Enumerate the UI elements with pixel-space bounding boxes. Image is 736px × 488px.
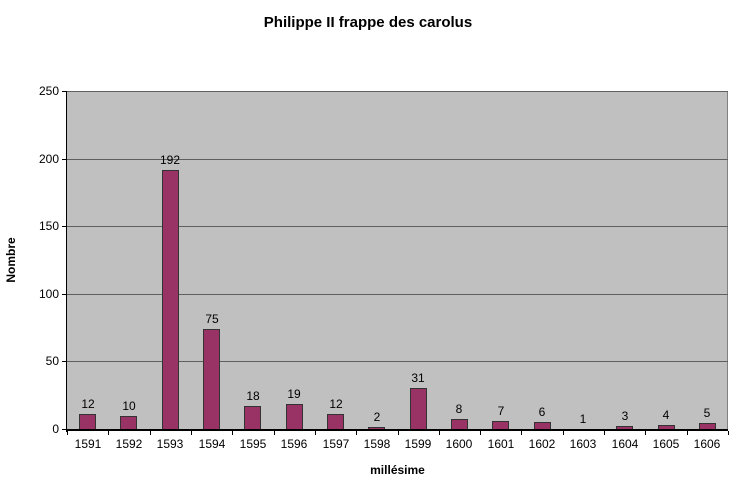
y-axis-tick <box>62 158 67 160</box>
bar-value-label: 18 <box>246 389 260 403</box>
x-tick-label: 1601 <box>487 437 515 451</box>
x-axis-tick <box>480 431 481 435</box>
bar-value-label: 19 <box>287 387 301 401</box>
x-tick-label: 1596 <box>280 437 308 451</box>
bar-1597 <box>327 414 344 430</box>
chart-title: Philippe II frappe des carolus <box>263 14 473 31</box>
bar-1596 <box>286 404 303 430</box>
x-axis-tick <box>67 431 68 435</box>
bar-value-label: 8 <box>455 402 463 416</box>
x-axis-tick <box>645 431 646 435</box>
gridline <box>67 91 728 92</box>
x-tick-label: 1594 <box>198 437 226 451</box>
x-axis-tick <box>274 431 275 435</box>
x-axis-tick <box>728 431 729 435</box>
x-tick-label: 1602 <box>528 437 556 451</box>
bar-1591 <box>79 414 96 430</box>
gridline <box>67 158 728 160</box>
x-axis-title: millésime <box>370 463 425 477</box>
bar-1593 <box>162 170 179 430</box>
gridline <box>67 293 728 295</box>
bar-1592 <box>120 416 137 430</box>
x-axis-tick <box>521 431 522 435</box>
x-tick-label: 1606 <box>693 437 721 451</box>
y-axis-title: Nombre <box>4 237 18 283</box>
bar-value-label: 4 <box>662 408 670 422</box>
x-axis-tick <box>232 431 233 435</box>
x-axis-tick <box>563 431 564 435</box>
x-axis-tick <box>687 431 688 435</box>
x-tick-label: 1592 <box>115 437 143 451</box>
y-tick-label: 100 <box>38 286 59 301</box>
y-axis-tick <box>62 226 67 228</box>
bar-value-label: 192 <box>159 153 181 167</box>
bar-value-label: 5 <box>703 406 711 420</box>
bar-value-label: 12 <box>329 397 343 411</box>
x-tick-label: 1598 <box>363 437 391 451</box>
x-tick-label: 1604 <box>611 437 639 451</box>
bar-value-label: 1 <box>579 412 587 426</box>
x-tick-label: 1597 <box>322 437 350 451</box>
gridline <box>67 226 728 228</box>
bar-value-label: 75 <box>205 312 219 326</box>
x-tick-label: 1591 <box>74 437 102 451</box>
bar-value-label: 3 <box>621 409 629 423</box>
bar-value-label: 7 <box>497 404 505 418</box>
bar-value-label: 2 <box>373 410 381 424</box>
x-tick-label: 1599 <box>404 437 432 451</box>
bar-value-label: 6 <box>538 405 546 419</box>
y-axis-tick <box>62 91 67 92</box>
bar-1594 <box>203 329 220 430</box>
x-tick-label: 1595 <box>239 437 267 451</box>
y-axis-tick <box>62 293 67 295</box>
x-axis-tick <box>356 431 357 435</box>
y-tick-label: 200 <box>38 151 59 166</box>
y-tick-label: 50 <box>45 354 59 369</box>
y-axis-tick <box>62 361 67 363</box>
y-axis-line <box>66 92 67 432</box>
x-tick-label: 1605 <box>652 437 680 451</box>
x-axis-tick <box>439 431 440 435</box>
x-axis-tick <box>315 431 316 435</box>
x-tick-label: 1593 <box>156 437 184 451</box>
x-tick-label: 1600 <box>445 437 473 451</box>
x-axis-tick <box>108 431 109 435</box>
y-axis-tick <box>62 429 67 430</box>
x-axis-tick <box>191 431 192 435</box>
bar-1599 <box>410 388 427 430</box>
x-axis-tick <box>398 431 399 435</box>
y-tick-label: 0 <box>52 422 59 436</box>
y-tick-label: 250 <box>38 84 59 98</box>
bar-value-label: 10 <box>122 399 136 413</box>
y-tick-label: 150 <box>38 219 59 234</box>
x-axis-line <box>66 429 728 431</box>
bar-value-label: 12 <box>81 397 95 411</box>
x-axis-tick <box>604 431 605 435</box>
bar-value-label: 31 <box>411 371 425 385</box>
bar-1595 <box>244 406 261 430</box>
gridline <box>67 361 728 363</box>
x-axis-tick <box>150 431 151 435</box>
x-tick-label: 1603 <box>569 437 597 451</box>
